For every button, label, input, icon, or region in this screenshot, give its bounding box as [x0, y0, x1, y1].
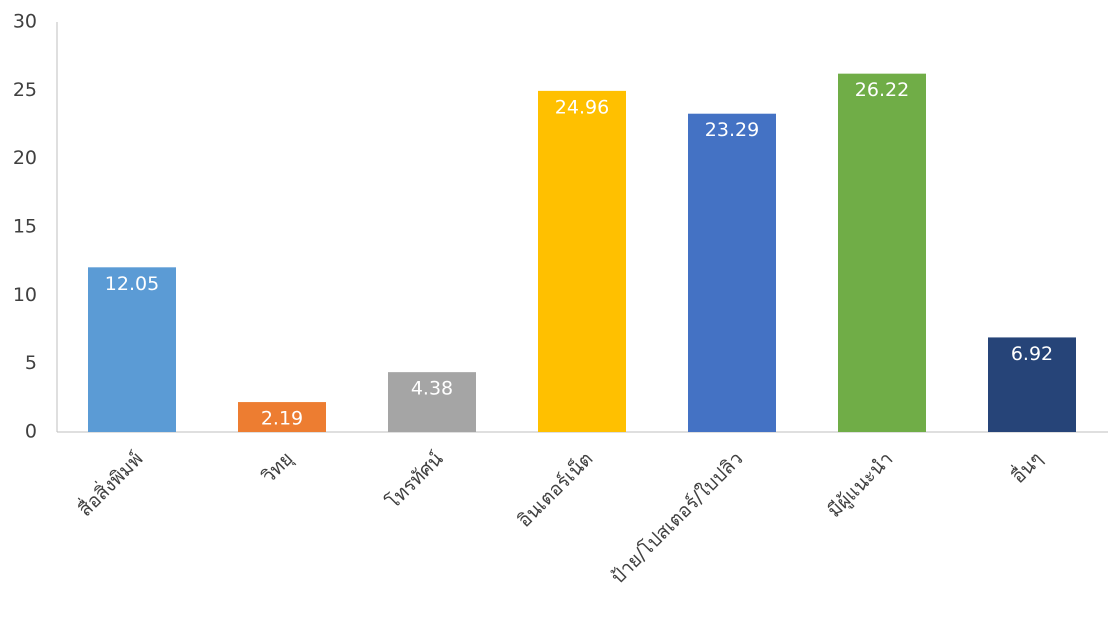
x-tick-label: โทรทัศน์: [381, 447, 447, 513]
bar: [838, 74, 926, 432]
data-label: 24.96: [555, 96, 609, 118]
y-tick-label: 10: [13, 284, 37, 306]
data-label: 12.05: [105, 273, 159, 295]
x-tick-label: มีผู้แนะนำ: [823, 448, 897, 522]
y-tick-label: 15: [13, 216, 37, 238]
x-tick-label: ป้าย/โปสเตอร์/ใบปลิว: [606, 447, 747, 588]
data-label: 2.19: [261, 408, 303, 430]
data-label: 4.38: [411, 378, 453, 400]
bar: [538, 91, 626, 432]
data-label: 23.29: [705, 119, 759, 141]
x-tick-label: อินเตอร์เน็ต: [512, 446, 597, 531]
data-label: 6.92: [1011, 343, 1053, 365]
y-tick-label: 5: [25, 352, 37, 374]
x-tick-label: สื่อสิ่งพิมพ์: [72, 446, 147, 521]
data-label: 26.22: [855, 79, 909, 101]
y-tick-label: 0: [25, 421, 37, 443]
bar: [688, 114, 776, 432]
y-tick-label: 20: [13, 147, 37, 169]
y-tick-label: 30: [13, 11, 37, 33]
x-tick-label: อื่นๆ: [1005, 446, 1047, 488]
x-tick-label: วิทยุ: [257, 448, 298, 489]
y-tick-label: 25: [13, 79, 37, 101]
chart: 0 5 10 15 20 25 30 สื่อสิ่งพิมพ์ 12.05 วิทยุ 2.19 โ…: [0, 0, 1110, 631]
